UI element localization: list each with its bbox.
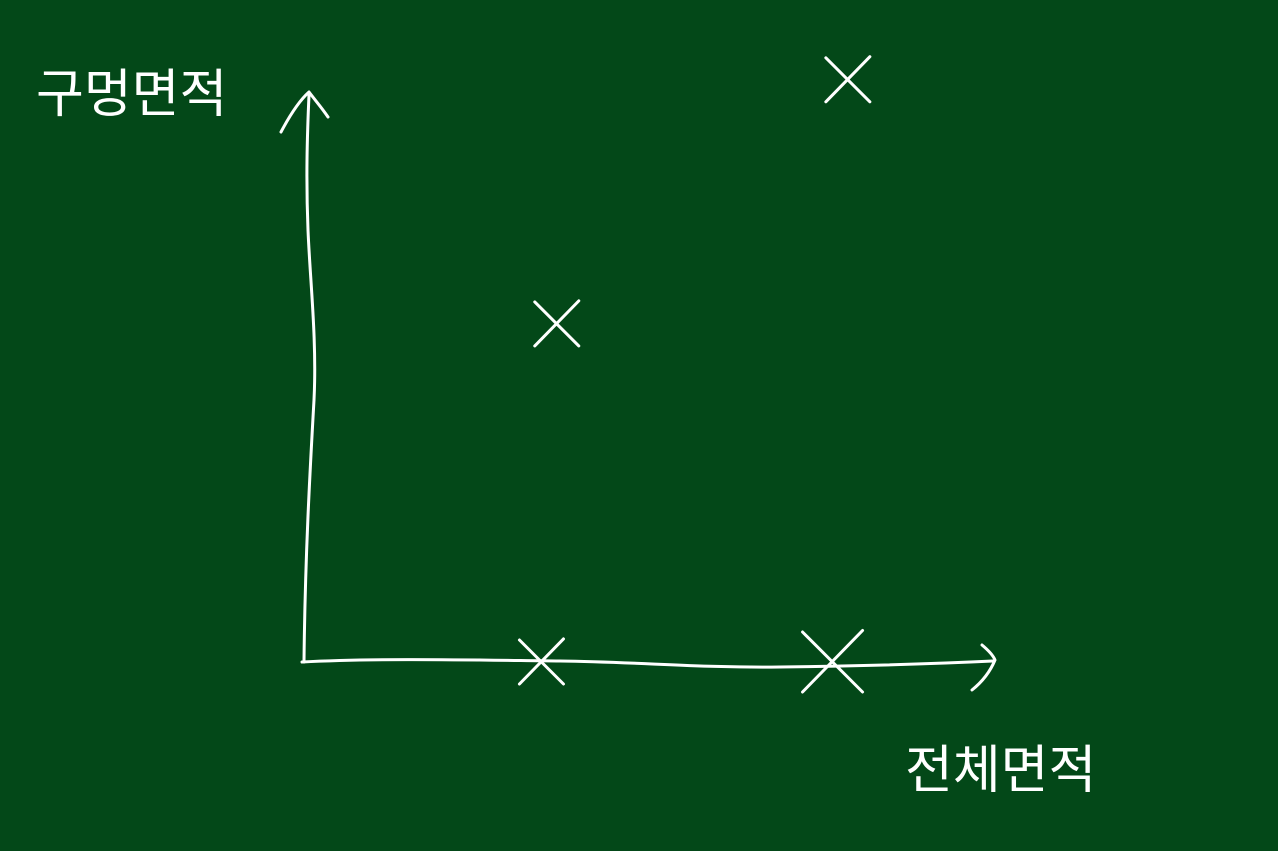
x-axis-line bbox=[300, 658, 995, 669]
y-axis-arrowhead bbox=[279, 90, 330, 134]
scatter-point-1 bbox=[533, 299, 581, 348]
scatter-point-2 bbox=[824, 55, 872, 104]
y-axis-line bbox=[302, 93, 317, 664]
x-axis-label: 전체면적 bbox=[905, 741, 1096, 801]
scatter-point-3 bbox=[517, 637, 565, 686]
y-axis bbox=[279, 90, 330, 664]
scatter-points bbox=[517, 55, 872, 694]
y-axis-label: 구멍면적 bbox=[36, 65, 227, 125]
x-axis bbox=[300, 643, 997, 692]
x-axis-arrowhead bbox=[970, 643, 997, 692]
scatter-point-4 bbox=[801, 629, 865, 694]
